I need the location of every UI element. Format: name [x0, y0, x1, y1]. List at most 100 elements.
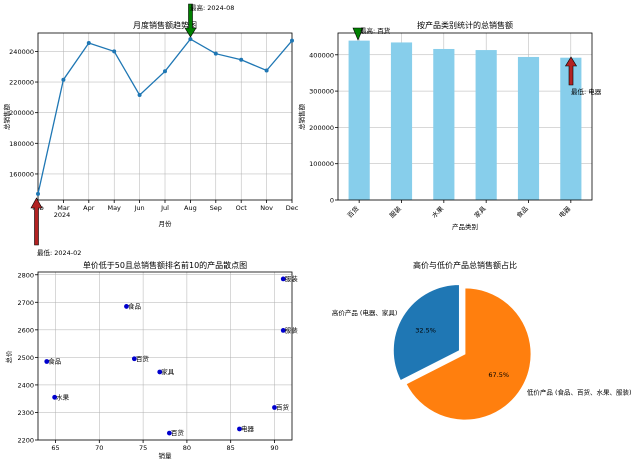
line-chart-ytick-label: 200000	[9, 109, 34, 117]
bar-chart-bar	[390, 42, 413, 200]
bar-chart-min-arrow	[564, 56, 578, 86]
scatter-chart-point	[272, 405, 277, 410]
scatter-chart-point	[166, 430, 172, 436]
scatter-chart-ytick-label: 2400	[17, 381, 34, 389]
bar-chart-xtick-label: 服装	[387, 204, 403, 220]
bar-chart-min-annotation: 最低: 电器	[571, 87, 602, 96]
pie-chart-slice-percent: 67.5%	[488, 371, 509, 379]
scatter-chart-point-label: 家具	[161, 367, 175, 376]
line-chart-xtick-label: Nov	[260, 204, 273, 212]
bar-chart-bar	[517, 56, 540, 200]
line-chart-xtick-label: Mar	[57, 204, 70, 212]
line-chart-min-arrow	[30, 197, 43, 246]
line-chart-point	[86, 40, 91, 45]
scatter-chart-xtick-label: 65	[51, 444, 59, 452]
bar-chart-bar	[475, 50, 497, 200]
scatter-chart-grid	[38, 272, 292, 441]
scatter-chart-ytick-label: 2700	[17, 299, 34, 307]
line-chart-xtick-label: Oct	[236, 204, 248, 212]
scatter-chart-xtick-label: 70	[95, 444, 103, 452]
line-chart-max-arrow	[184, 3, 197, 38]
scatter-chart-ytick-label: 2200	[17, 437, 34, 445]
line-chart-panel: 月度销售额趋势图 FebMarAprMayJunJulAugSepOctNovD…	[2, 3, 299, 257]
pie-chart-slice-label: 低价产品 (食品、百货、水果、服装)	[527, 387, 632, 396]
scatter-chart-xlabel: 销量	[159, 451, 173, 460]
line-chart-xtick-label: May	[107, 204, 121, 212]
line-chart-point	[36, 191, 40, 196]
bar-chart-xtick-label: 食品	[514, 204, 530, 220]
scatter-chart-ytick-label: 2600	[17, 326, 34, 334]
line-chart-point	[163, 69, 167, 74]
line-chart-title: 月度销售额趋势图	[133, 20, 197, 30]
line-chart-xlabel: 月份	[159, 219, 173, 228]
scatter-chart-ytick-label: 2300	[17, 409, 34, 417]
line-chart-ytick-label: 160000	[9, 170, 34, 178]
pie-chart-slice-label: 高价产品 (电器、家具)	[332, 308, 398, 317]
bar-chart-xtick-label: 百货	[345, 204, 361, 220]
bar-chart-bar	[560, 57, 582, 201]
line-chart-ticks: FebMarAprMayJunJulAugSepOctNovDec1600001…	[9, 48, 299, 212]
line-chart-ytick-label: 180000	[9, 140, 34, 148]
scatter-chart-xtick-label: 85	[227, 444, 235, 452]
scatter-chart-xtick-label: 80	[183, 444, 191, 452]
bar-chart-ytick-label: 0	[330, 197, 334, 205]
line-chart-point	[188, 37, 193, 42]
line-chart-point	[290, 38, 294, 43]
bar-chart-panel: 按产品类别统计的总销售额 0 100000 200000 300000 400000 百货…	[297, 20, 602, 231]
line-chart-ytick-label: 240000	[9, 48, 34, 56]
scatter-chart-point-label: 食品	[48, 357, 61, 366]
line-chart-xtick-label: Dec	[286, 204, 299, 212]
scatter-chart-point	[280, 276, 286, 282]
line-chart-xtick-label: Aug	[184, 204, 197, 212]
line-chart-point	[213, 51, 218, 56]
scatter-chart-xtick-label: 75	[139, 444, 147, 452]
line-chart-ylabel: 总销售额	[2, 104, 11, 131]
scatter-chart-point	[44, 359, 50, 364]
scatter-chart-panel: 单价低于50且总销售额排名前10的产品散点图 65 70 75 80 85 90 2200 2…	[4, 260, 298, 460]
scatter-chart-ticks: 65 70 75 80 85 90 2200 2300 2400 2500 2600 2700 2800	[17, 271, 278, 452]
bar-chart-bars	[348, 40, 582, 201]
line-chart-point	[239, 57, 244, 62]
scatter-chart-point-label: 服装	[285, 274, 299, 283]
scatter-chart-point	[131, 356, 137, 362]
line-chart-max-annotation: 最高: 2024-08	[190, 3, 234, 12]
bar-chart-title: 按产品类别统计的总销售额	[417, 20, 513, 30]
scatter-chart-point-label: 电器	[241, 424, 255, 433]
line-chart-grid	[37, 33, 293, 200]
line-chart-point	[264, 68, 269, 73]
line-chart-point	[137, 93, 142, 98]
scatter-chart-point	[124, 304, 129, 309]
bar-chart-xtick-label: 水果	[430, 204, 446, 220]
scatter-chart-point-label: 百货	[171, 428, 185, 437]
bar-chart-ytick-label: 300000	[309, 88, 334, 96]
pie-chart-title: 高价与低价产品总销售额占比	[413, 260, 517, 270]
scatter-chart-point-label: 水果	[56, 392, 70, 401]
scatter-chart-point	[157, 369, 163, 375]
pie-chart-slices: 32.5% 高价产品 (电器、家具) 67.5% 低价产品 (食品、百货、水果、服装)	[332, 284, 632, 421]
bar-chart-ylabel: 总销售额	[297, 104, 306, 131]
bar-chart-max-annotation: 最高: 百货	[360, 26, 391, 35]
scatter-chart-point-label: 服装	[285, 325, 299, 334]
line-chart-point	[112, 49, 117, 54]
scatter-chart-point	[52, 394, 58, 400]
bar-chart-axes-frame	[337, 32, 593, 201]
bar-chart-xtick-label: 电器	[557, 204, 573, 220]
scatter-chart-ytick-label: 2800	[17, 271, 34, 279]
bar-chart-ytick-label: 200000	[309, 124, 334, 132]
pie-chart-slice	[393, 284, 460, 382]
line-chart-min-annotation: 最低: 2024-02	[37, 248, 81, 257]
bar-chart-bar	[348, 40, 370, 200]
bar-chart-xlabel: 产品类别	[452, 222, 478, 231]
bar-chart-max-arrow	[352, 27, 364, 41]
bar-chart-xtick-label: 家具	[472, 204, 488, 220]
line-chart-year-label: 2024	[54, 211, 71, 219]
scatter-chart-point-label: 百货	[136, 354, 150, 363]
bar-chart-grid	[338, 33, 592, 201]
scatter-chart-title: 单价低于50且总销售额排名前10的产品散点图	[83, 260, 247, 270]
line-chart-xtick-label: Jul	[160, 204, 169, 212]
line-chart-xtick-label: Apr	[83, 204, 95, 212]
scatter-chart-ytick-label: 2500	[17, 354, 34, 362]
scatter-chart-point-label: 食品	[128, 301, 141, 310]
